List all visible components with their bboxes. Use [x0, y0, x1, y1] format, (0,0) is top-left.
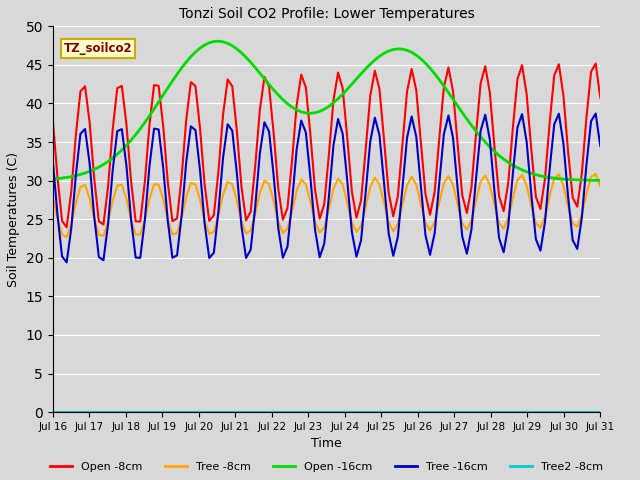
- Open -16cm: [214, 38, 222, 44]
- Open -16cm: [596, 178, 604, 183]
- Tree -8cm: [49, 195, 57, 201]
- Open -8cm: [582, 114, 590, 120]
- Tree -8cm: [63, 234, 70, 240]
- Tree -8cm: [431, 219, 438, 225]
- Tree2 -8cm: [578, 409, 586, 415]
- Title: Tonzi Soil CO2 Profile: Lower Temperatures: Tonzi Soil CO2 Profile: Lower Temperatur…: [179, 7, 474, 21]
- Tree -16cm: [201, 221, 209, 227]
- Tree2 -8cm: [353, 409, 360, 415]
- Tree -16cm: [49, 158, 57, 164]
- Tree -8cm: [357, 223, 365, 228]
- Open -16cm: [486, 144, 493, 150]
- Tree -16cm: [63, 260, 70, 265]
- Tree2 -8cm: [596, 409, 604, 415]
- Tree -8cm: [486, 182, 493, 188]
- Open -8cm: [168, 218, 176, 224]
- Open -16cm: [357, 71, 365, 77]
- Open -8cm: [596, 95, 604, 100]
- Tree2 -8cm: [481, 409, 489, 415]
- Tree -8cm: [596, 183, 604, 189]
- Open -8cm: [592, 60, 600, 66]
- Tree -16cm: [592, 111, 600, 117]
- Tree -8cm: [201, 218, 209, 224]
- Tree -16cm: [582, 161, 590, 167]
- Open -16cm: [431, 71, 438, 77]
- Open -8cm: [431, 189, 438, 195]
- Tree -8cm: [168, 231, 176, 237]
- Tree2 -8cm: [426, 409, 434, 415]
- Open -8cm: [201, 182, 209, 188]
- Tree -16cm: [486, 137, 493, 143]
- Open -16cm: [164, 85, 172, 91]
- Y-axis label: Soil Temperatures (C): Soil Temperatures (C): [7, 152, 20, 287]
- Tree2 -8cm: [49, 409, 57, 415]
- Tree -16cm: [168, 255, 176, 261]
- Tree2 -8cm: [164, 409, 172, 415]
- Open -8cm: [63, 225, 70, 230]
- Open -8cm: [49, 118, 57, 124]
- Tree -8cm: [592, 171, 600, 177]
- X-axis label: Time: Time: [311, 437, 342, 450]
- Open -8cm: [357, 197, 365, 203]
- Tree -16cm: [357, 238, 365, 243]
- Tree -16cm: [596, 143, 604, 149]
- Line: Tree -8cm: Tree -8cm: [53, 174, 600, 237]
- Tree2 -8cm: [196, 409, 204, 415]
- Line: Open -16cm: Open -16cm: [53, 41, 600, 180]
- Text: TZ_soilco2: TZ_soilco2: [64, 42, 132, 55]
- Line: Tree -16cm: Tree -16cm: [53, 114, 600, 263]
- Open -16cm: [49, 176, 57, 182]
- Open -8cm: [486, 90, 493, 96]
- Legend: Open -8cm, Tree -8cm, Open -16cm, Tree -16cm, Tree2 -8cm: Open -8cm, Tree -8cm, Open -16cm, Tree -…: [46, 457, 607, 476]
- Tree -8cm: [582, 191, 590, 197]
- Open -16cm: [196, 45, 204, 51]
- Tree -16cm: [431, 230, 438, 236]
- Line: Open -8cm: Open -8cm: [53, 63, 600, 228]
- Open -16cm: [582, 177, 590, 183]
